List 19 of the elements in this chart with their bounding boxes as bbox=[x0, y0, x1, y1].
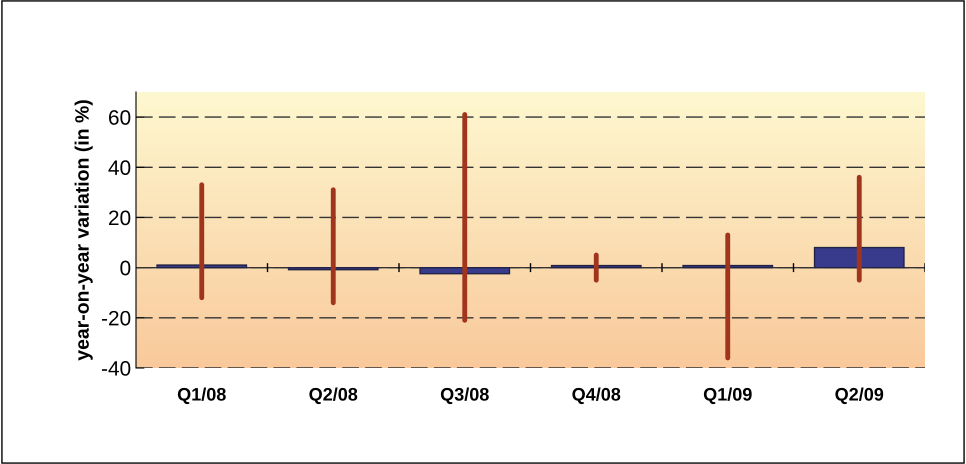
y-axis-title: year-on-year variation (in %) bbox=[74, 100, 93, 361]
bar bbox=[814, 246, 905, 268]
y-tick-label: 20 bbox=[109, 210, 130, 226]
y-tick-label: -40 bbox=[102, 361, 130, 376]
x-tick-label: Q2/09 bbox=[835, 387, 884, 404]
bar bbox=[288, 266, 379, 270]
x-tick-label: Q1/08 bbox=[178, 387, 226, 404]
y-tick-label: 0 bbox=[120, 260, 130, 276]
bar bbox=[156, 264, 248, 268]
bar bbox=[419, 266, 510, 274]
y-tick-label: 60 bbox=[109, 110, 130, 125]
x-tick-label: Q2/08 bbox=[309, 387, 358, 404]
bar bbox=[682, 264, 774, 268]
y-tick-label: -20 bbox=[102, 310, 130, 326]
x-tick-label: Q3/08 bbox=[440, 387, 489, 404]
y-tick-label: 40 bbox=[108, 160, 130, 176]
x-tick-label: Q1/09 bbox=[704, 387, 752, 404]
x-tick-label: Q4/08 bbox=[572, 387, 620, 404]
bar bbox=[550, 264, 642, 268]
